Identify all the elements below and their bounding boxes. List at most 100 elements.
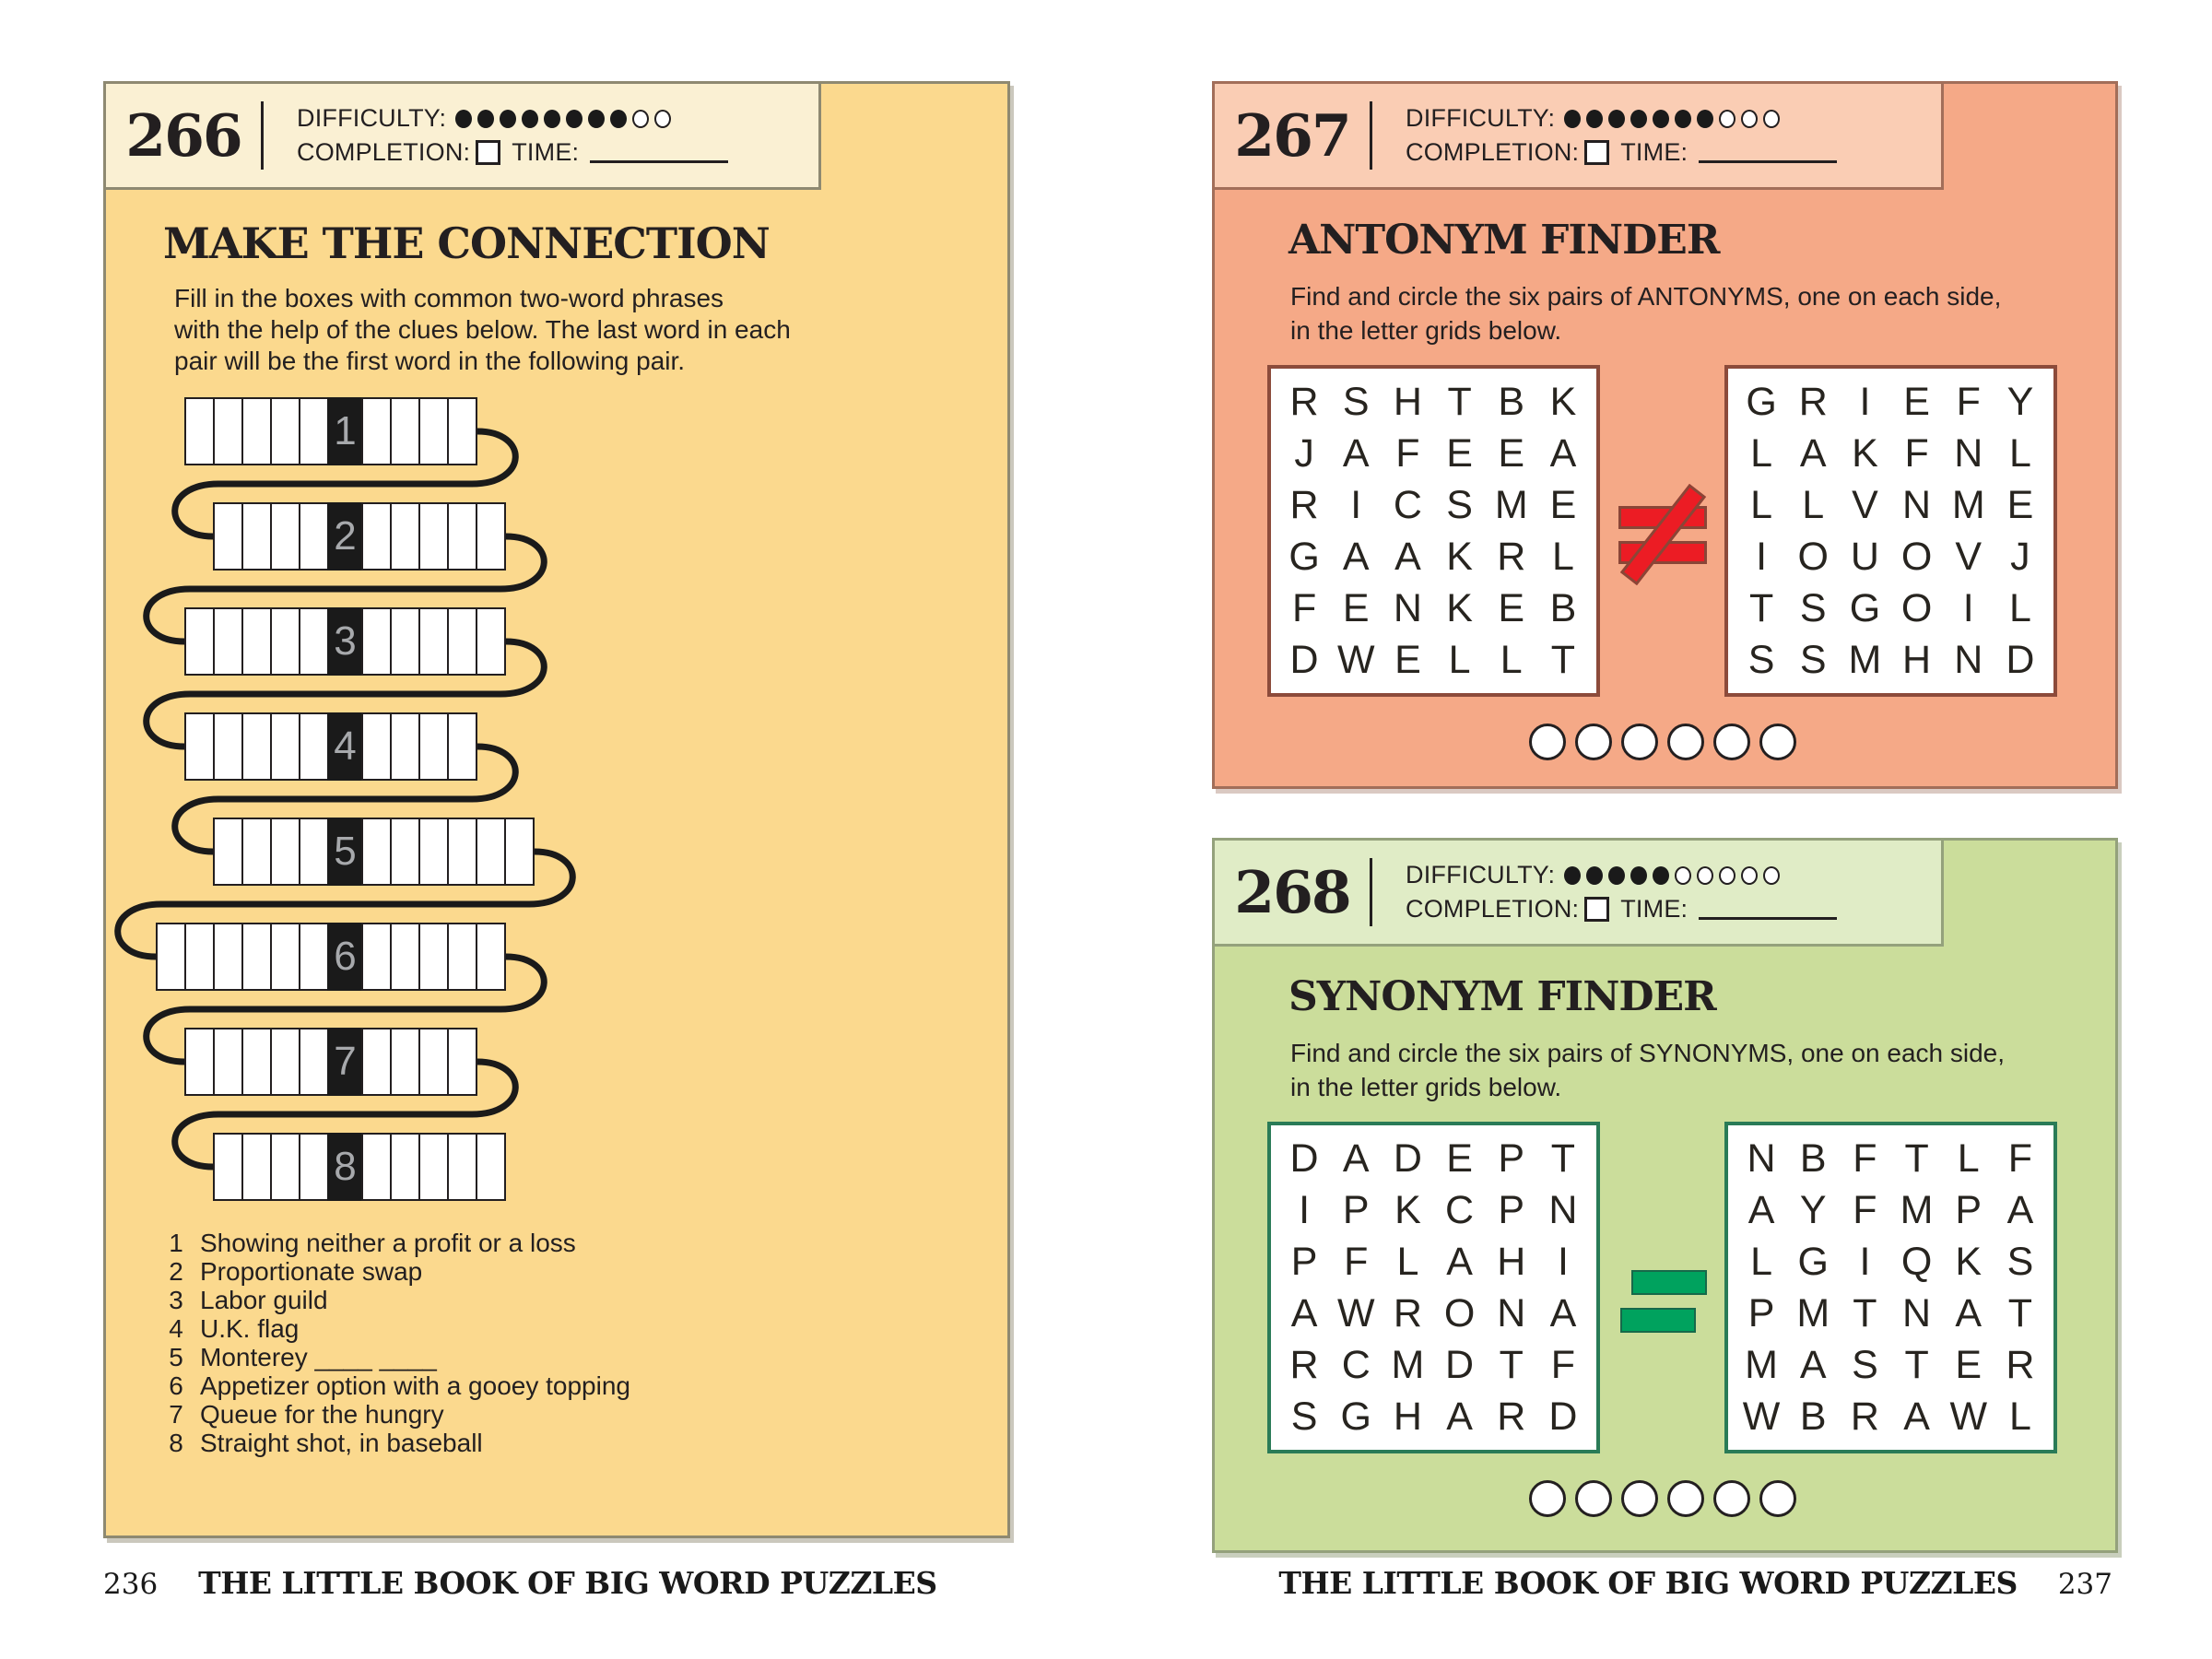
grid-letter[interactable]: A bbox=[1290, 1290, 1318, 1335]
grid-letter[interactable]: I bbox=[1557, 1239, 1569, 1284]
grid-letter[interactable]: K bbox=[1446, 534, 1473, 579]
grid-letter[interactable]: F bbox=[1956, 379, 1981, 424]
grid-letter[interactable]: N bbox=[1497, 1290, 1526, 1335]
answer-cell[interactable] bbox=[361, 1133, 392, 1201]
answer-cell[interactable] bbox=[447, 1028, 477, 1096]
grid-letter[interactable]: T bbox=[1748, 585, 1774, 630]
answer-cell[interactable] bbox=[447, 502, 477, 571]
answer-cell[interactable] bbox=[156, 923, 186, 991]
grid-letter[interactable]: W bbox=[1949, 1394, 1988, 1439]
grid-letter[interactable]: W bbox=[1336, 1290, 1375, 1335]
grid-letter[interactable]: A bbox=[1799, 1342, 1827, 1387]
grid-letter[interactable]: C bbox=[1341, 1342, 1371, 1387]
grid-letter[interactable]: M bbox=[1796, 1290, 1830, 1335]
grid-letter[interactable]: B bbox=[1549, 585, 1577, 630]
answer-cell[interactable] bbox=[241, 1028, 272, 1096]
grid-letter[interactable]: F bbox=[1550, 1342, 1576, 1387]
grid-letter[interactable]: O bbox=[1443, 1290, 1476, 1335]
answer-cell[interactable] bbox=[476, 607, 506, 676]
grid-letter[interactable]: N bbox=[1954, 637, 1983, 682]
grid-letter[interactable]: F bbox=[2007, 1135, 2033, 1181]
answer-cell[interactable] bbox=[241, 1133, 272, 1201]
grid-letter[interactable]: R bbox=[1393, 1290, 1422, 1335]
answer-cell[interactable] bbox=[447, 818, 477, 886]
answer-cell[interactable] bbox=[361, 1028, 392, 1096]
answer-circle[interactable] bbox=[1713, 1480, 1750, 1517]
grid-letter[interactable]: L bbox=[1750, 482, 1773, 527]
grid-letter[interactable]: B bbox=[1799, 1135, 1827, 1181]
answer-cell[interactable] bbox=[299, 818, 329, 886]
grid-letter[interactable]: I bbox=[1756, 534, 1768, 579]
answer-circle[interactable] bbox=[1575, 1480, 1612, 1517]
grid-letter[interactable]: A bbox=[1549, 1290, 1577, 1335]
grid-letter[interactable]: A bbox=[1446, 1239, 1473, 1284]
answer-circle[interactable] bbox=[1529, 1480, 1566, 1517]
grid-letter[interactable]: F bbox=[1853, 1187, 1877, 1232]
answer-cell[interactable] bbox=[299, 712, 329, 781]
grid-letter[interactable]: H bbox=[1902, 637, 1932, 682]
answer-cell[interactable] bbox=[418, 818, 449, 886]
answer-cell[interactable] bbox=[299, 1028, 329, 1096]
grid-letter[interactable]: C bbox=[1393, 482, 1422, 527]
answer-cell[interactable] bbox=[270, 1133, 300, 1201]
grid-letter[interactable]: I bbox=[1859, 379, 1871, 424]
time-field[interactable] bbox=[1699, 899, 1838, 920]
grid-letter[interactable]: A bbox=[1955, 1290, 1983, 1335]
answer-cell[interactable] bbox=[447, 923, 477, 991]
answer-cell[interactable] bbox=[270, 607, 300, 676]
answer-cell[interactable] bbox=[270, 397, 300, 465]
grid-letter[interactable]: K bbox=[1549, 379, 1577, 424]
grid-letter[interactable]: A bbox=[1342, 534, 1370, 579]
answer-cell[interactable] bbox=[299, 607, 329, 676]
grid-letter[interactable]: O bbox=[1900, 585, 1933, 630]
answer-cell[interactable] bbox=[213, 923, 243, 991]
grid-letter[interactable]: A bbox=[1799, 430, 1827, 476]
grid-letter[interactable]: L bbox=[1750, 430, 1773, 476]
grid-letter[interactable]: M bbox=[1848, 637, 1882, 682]
answer-cell[interactable] bbox=[390, 397, 420, 465]
answer-cell[interactable] bbox=[241, 502, 272, 571]
grid-letter[interactable]: D bbox=[1289, 637, 1319, 682]
grid-letter[interactable]: E bbox=[1342, 585, 1370, 630]
answer-circle[interactable] bbox=[1759, 724, 1796, 760]
answer-circle[interactable] bbox=[1759, 1480, 1796, 1517]
answer-cell[interactable] bbox=[270, 712, 300, 781]
grid-letter[interactable]: A bbox=[1903, 1394, 1930, 1439]
grid-letter[interactable]: L bbox=[1396, 1239, 1419, 1284]
grid-letter[interactable]: P bbox=[1747, 1290, 1775, 1335]
grid-letter[interactable]: S bbox=[2006, 1239, 2034, 1284]
grid-letter[interactable]: D bbox=[1445, 1342, 1475, 1387]
grid-letter[interactable]: T bbox=[1447, 379, 1472, 424]
answer-cell[interactable] bbox=[361, 818, 392, 886]
answer-cell[interactable] bbox=[241, 712, 272, 781]
grid-letter[interactable]: L bbox=[1802, 482, 1825, 527]
answer-cell[interactable] bbox=[418, 502, 449, 571]
answer-cell[interactable] bbox=[299, 923, 329, 991]
answer-cell[interactable] bbox=[390, 923, 420, 991]
grid-letter[interactable]: A bbox=[1747, 1187, 1775, 1232]
grid-letter[interactable]: L bbox=[2008, 1394, 2031, 1439]
grid-letter[interactable]: M bbox=[1745, 1342, 1778, 1387]
grid-letter[interactable]: L bbox=[1551, 534, 1574, 579]
grid-letter[interactable]: O bbox=[1797, 534, 1829, 579]
answer-cell[interactable] bbox=[390, 818, 420, 886]
grid-letter[interactable]: P bbox=[1498, 1187, 1525, 1232]
answer-cell[interactable] bbox=[299, 1133, 329, 1201]
grid-letter[interactable]: G bbox=[1849, 585, 1881, 630]
grid-letter[interactable]: I bbox=[1350, 482, 1362, 527]
completion-checkbox[interactable] bbox=[1584, 140, 1610, 165]
grid-letter[interactable]: L bbox=[1448, 637, 1471, 682]
answer-circle[interactable] bbox=[1529, 724, 1566, 760]
grid-letter[interactable]: V bbox=[1955, 534, 1983, 579]
grid-letter[interactable]: E bbox=[1498, 430, 1525, 476]
grid-letter[interactable]: N bbox=[1902, 482, 1932, 527]
answer-cell[interactable] bbox=[299, 397, 329, 465]
grid-letter[interactable]: T bbox=[2007, 1290, 2033, 1335]
grid-letter[interactable]: L bbox=[2008, 585, 2031, 630]
answer-cell[interactable] bbox=[241, 607, 272, 676]
grid-letter[interactable]: E bbox=[1498, 585, 1525, 630]
answer-cell[interactable] bbox=[361, 502, 392, 571]
answer-cell[interactable] bbox=[184, 712, 215, 781]
grid-letter[interactable]: Y bbox=[1799, 1187, 1827, 1232]
grid-letter[interactable]: M bbox=[1900, 1187, 1934, 1232]
